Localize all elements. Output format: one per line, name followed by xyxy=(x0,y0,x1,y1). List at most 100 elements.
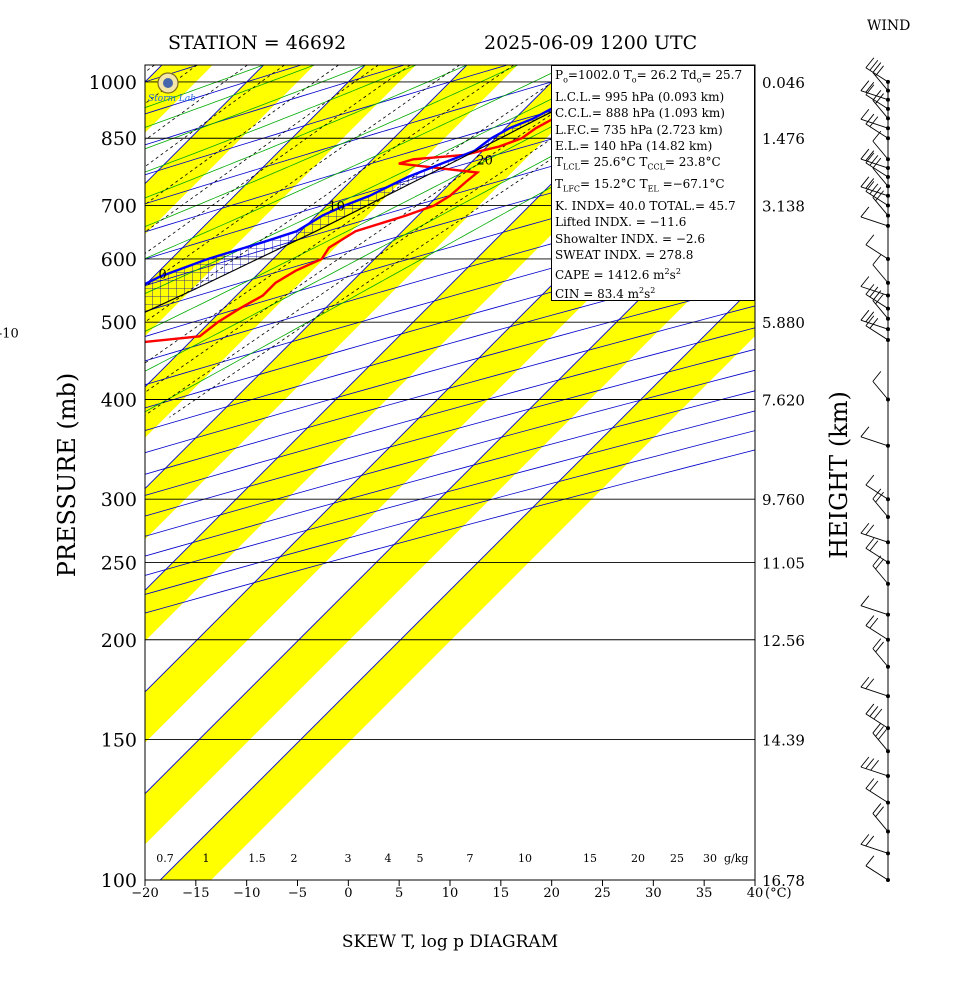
logo: Storm Lab xyxy=(148,72,196,104)
wind-barb-feather xyxy=(860,834,870,845)
parcel-profile-line xyxy=(145,81,617,313)
datetime-label: 2025-06-09 1200 UTC xyxy=(484,32,697,54)
wind-barb-feather xyxy=(860,148,870,160)
pressure-tick-label: 150 xyxy=(101,729,137,751)
wind-barb-shaft xyxy=(872,72,889,91)
isotherm-line xyxy=(145,65,265,185)
wind-barb-feather xyxy=(872,290,882,301)
height-tick-label: 1.476 xyxy=(762,130,805,148)
wind-barb-feather xyxy=(869,318,879,329)
wind-barb-shaft xyxy=(860,605,889,616)
wind-barb-shaft xyxy=(865,788,889,804)
x-tick-label: 25 xyxy=(594,886,611,901)
isotherm-line xyxy=(145,65,671,591)
wind-barb-feather xyxy=(869,183,879,195)
wind-barb-shaft xyxy=(865,244,889,260)
wind-barb-feather xyxy=(872,157,882,169)
mixing-ratio-label: 10 xyxy=(518,852,532,865)
wind-barb-feather xyxy=(865,82,875,93)
wind-barb-shaft xyxy=(872,732,889,752)
mixing-ratio-line xyxy=(145,65,460,287)
wind-barb-shaft xyxy=(860,766,889,777)
height-tick-label: 0.046 xyxy=(762,74,805,92)
wind-barb-feather xyxy=(860,426,870,438)
wind-barb-shaft xyxy=(865,625,889,641)
isotherm-band xyxy=(145,183,755,845)
wind-barb-feather xyxy=(860,80,870,91)
wind-barb-feather xyxy=(872,555,882,567)
pressure-tick-label: 1000 xyxy=(89,72,137,94)
wind-barb-shaft xyxy=(872,100,889,119)
height-axis-label: HEIGHT (km) xyxy=(825,391,853,559)
wind-barb-feather xyxy=(869,706,879,717)
height-tick-label: 11.05 xyxy=(762,554,805,572)
moist-adiabat-line xyxy=(145,65,366,150)
x-tick-label: −5 xyxy=(288,886,307,901)
index-row: E.L.= 140 hPa (14.82 km) xyxy=(555,139,713,154)
wind-barb-feather xyxy=(875,726,884,737)
wind-barb-feather xyxy=(875,491,884,503)
height-tick-label: 5.880 xyxy=(762,314,805,332)
x-tick-label: 20 xyxy=(543,886,560,901)
wind-barb-shaft xyxy=(872,167,889,187)
wind-barb-shaft xyxy=(865,162,889,178)
moist-adiabat-line xyxy=(145,65,569,259)
dry-adiabat-line xyxy=(145,449,755,614)
mixing-ratio-label: 2 xyxy=(291,852,298,865)
wind-barb-feather xyxy=(872,90,882,101)
height-tick-label: 14.39 xyxy=(762,731,805,749)
index-row: TLFC= 15.2°C TEL =−67.1°C xyxy=(555,177,725,194)
x-tick-label: −20 xyxy=(131,886,158,901)
height-tick-label: 7.620 xyxy=(762,392,805,410)
wind-barb-feather xyxy=(872,803,882,814)
wind-barb-shaft xyxy=(865,713,889,729)
pressure-axis-label: PRESSURE (mb) xyxy=(53,373,81,578)
pressure-tick-label: 700 xyxy=(101,196,137,218)
wind-barb-feather xyxy=(877,729,887,740)
cape-area xyxy=(145,81,617,313)
isotherm-line xyxy=(145,65,468,388)
wind-barb-feather xyxy=(865,234,875,246)
wind-barb-shaft xyxy=(860,90,889,101)
wind-barb-feather xyxy=(869,540,879,552)
wind-barb-shaft xyxy=(865,484,889,500)
wind-barb-feather xyxy=(865,57,875,69)
dry-adiabat-line xyxy=(145,65,200,83)
x-tick-label: 15 xyxy=(493,886,510,901)
index-row: Po=1002.0 To= 26.2 Tdo= 25.7 xyxy=(555,68,743,85)
temperature-unit-label: (°C) xyxy=(765,886,792,901)
wind-label: WIND xyxy=(867,18,910,34)
pressure-tick-label: 300 xyxy=(101,489,137,511)
index-row: Lifted INDX. = −11.6 xyxy=(555,215,687,230)
wind-barb-feather xyxy=(872,371,882,382)
pressure-tick-label: 400 xyxy=(101,390,137,412)
wind-barb-shaft xyxy=(872,648,889,668)
wind-barb-feather xyxy=(875,558,884,570)
wind-barb-feather xyxy=(860,309,870,321)
wind-barb-feather xyxy=(865,758,875,769)
mixing-ratio-line xyxy=(145,65,285,168)
wind-barb-feather xyxy=(872,62,882,73)
wind-barb-feather xyxy=(860,595,870,606)
wind-barb-feather xyxy=(865,315,875,327)
wind-barb-feather xyxy=(872,254,882,266)
wind-barb-feather xyxy=(870,759,879,771)
wind-barb-feather xyxy=(865,835,875,847)
index-row: CAPE = 1412.6 m2s2 xyxy=(555,266,681,282)
pressure-tick-label: 100 xyxy=(101,870,137,892)
mixing-ratio-label: 30 xyxy=(703,852,717,865)
wind-barb-feather xyxy=(869,617,879,629)
pressure-tick-label: 600 xyxy=(101,249,137,271)
isotherm-label: -10 xyxy=(0,327,19,342)
wind-barb-feather xyxy=(875,93,884,104)
index-row: SWEAT INDX. = 278.8 xyxy=(555,248,694,263)
mixing-ratio-unit: g/kg xyxy=(724,852,748,865)
wind-barb-shaft xyxy=(865,325,889,341)
wind-barb-shaft xyxy=(865,547,889,563)
wind-barb-shaft xyxy=(865,123,889,139)
dry-adiabat-line xyxy=(145,162,755,337)
mixing-ratio-line xyxy=(145,65,663,416)
diagram-title: SKEW T, log p DIAGRAM xyxy=(342,932,558,952)
wind-barb-feather xyxy=(875,190,884,202)
wind-barb-shaft xyxy=(860,186,889,197)
